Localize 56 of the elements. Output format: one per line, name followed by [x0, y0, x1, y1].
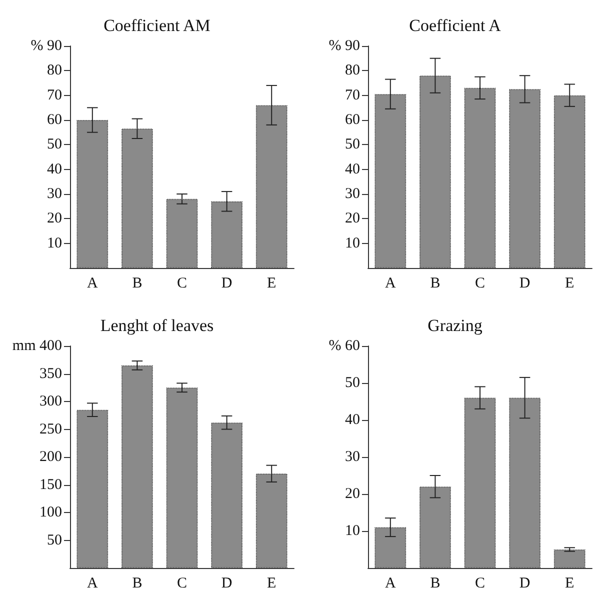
y-tick-label: 70 — [47, 87, 62, 104]
y-tick-label: 30 — [47, 186, 62, 202]
y-tick-label: 60 — [47, 112, 62, 128]
y-tick-label: 40 — [345, 412, 360, 428]
y-tick-label: % 60 — [328, 338, 360, 354]
x-tick-label: A — [384, 576, 396, 592]
y-tick-label: % 90 — [30, 38, 62, 54]
x-tick-label: E — [565, 276, 574, 292]
y-tick-label: 30 — [345, 449, 360, 465]
x-tick-label: E — [565, 576, 574, 592]
y-tick-label: mm 400 — [12, 338, 62, 354]
y-tick-label: 350 — [40, 366, 62, 382]
y-tick-label: 70 — [345, 87, 360, 104]
x-tick-label: D — [519, 576, 530, 592]
x-tick-label: C — [176, 576, 188, 592]
y-tick-label: 20 — [345, 486, 360, 502]
y-tick-label: 20 — [47, 210, 62, 227]
y-tick-label: 300 — [40, 394, 62, 410]
y-tick-label: 40 — [47, 161, 62, 178]
x-tick-label: C — [474, 576, 486, 592]
y-tick-label: 50 — [345, 375, 360, 391]
chart-title: Grazing — [428, 316, 483, 335]
y-tick-label: 30 — [345, 186, 360, 202]
y-tick-label: 80 — [47, 62, 62, 79]
y-tick-label: 20 — [345, 210, 360, 227]
x-tick-label: C — [474, 276, 486, 292]
y-tick-label: 10 — [47, 235, 62, 252]
chart-title: Coefficient A — [409, 16, 502, 35]
x-tick-label: B — [430, 576, 440, 592]
x-tick-label: A — [86, 576, 98, 592]
y-tick-label: 40 — [345, 161, 360, 178]
y-tick-label: 80 — [345, 62, 360, 79]
x-tick-label: D — [221, 276, 232, 292]
x-tick-label: D — [221, 576, 232, 592]
x-tick-label: B — [132, 576, 142, 592]
y-tick-label: 50 — [47, 532, 62, 548]
x-tick-label: A — [384, 276, 396, 292]
y-tick-label: 50 — [47, 136, 62, 153]
y-tick-label: 10 — [345, 523, 360, 539]
y-tick-label: 200 — [40, 449, 62, 465]
y-tick-label: 150 — [40, 476, 62, 493]
x-tick-label: B — [430, 276, 440, 292]
x-tick-label: A — [86, 276, 98, 292]
y-tick-label: 10 — [345, 235, 360, 252]
y-tick-label: 50 — [345, 136, 360, 153]
chart-title: Lenght of leaves — [100, 316, 214, 335]
y-tick-label: 60 — [345, 112, 360, 128]
x-tick-label: E — [267, 276, 276, 292]
y-tick-label: 100 — [40, 504, 62, 520]
chart-title: Coefficient AM — [104, 16, 210, 35]
x-tick-label: E — [267, 576, 276, 592]
x-tick-label: B — [132, 276, 142, 292]
x-tick-label: C — [176, 276, 188, 292]
y-tick-label: 250 — [40, 421, 62, 438]
x-tick-label: D — [519, 276, 530, 292]
y-tick-label: % 90 — [328, 38, 360, 54]
